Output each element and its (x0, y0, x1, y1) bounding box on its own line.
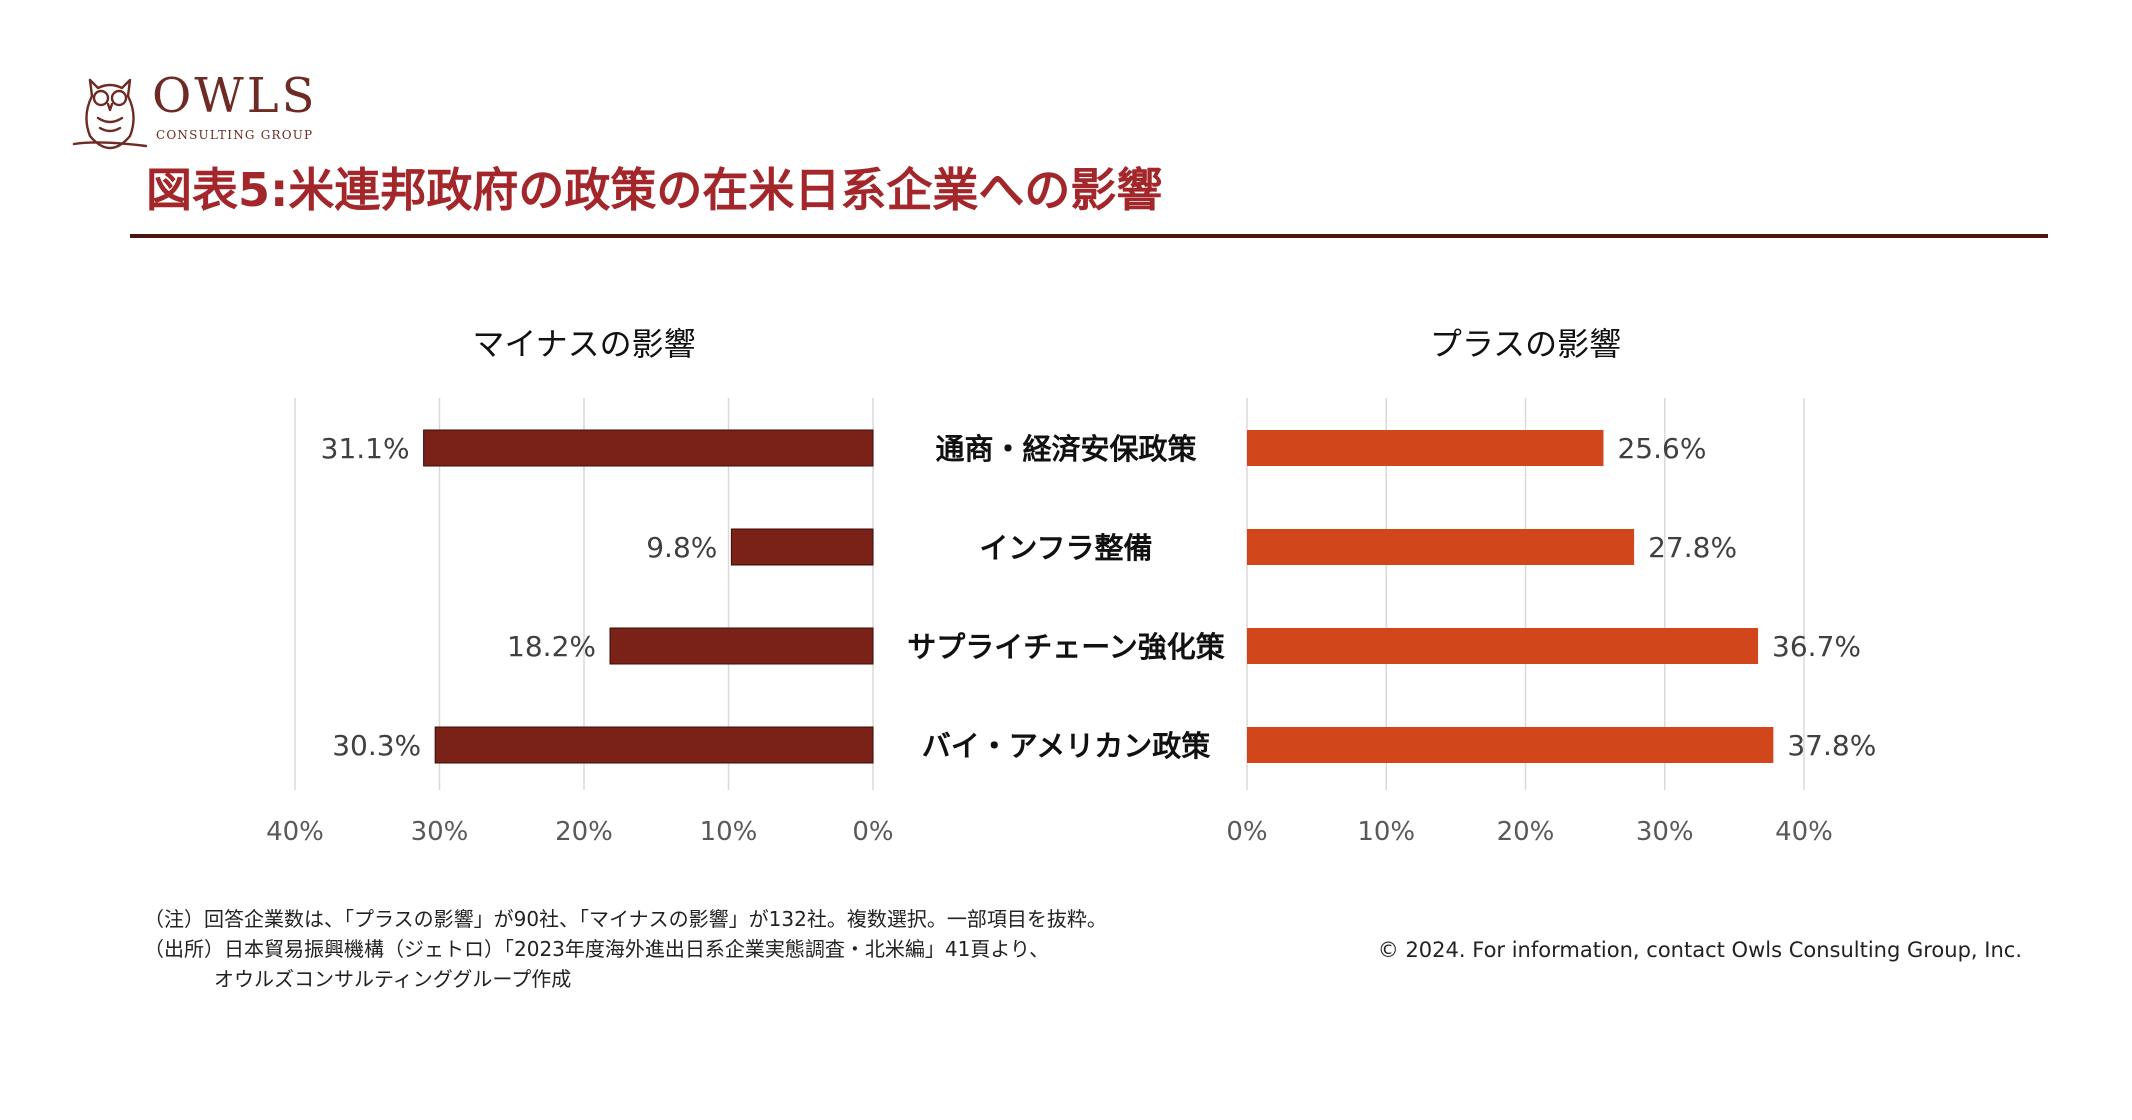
positive-bar (1247, 529, 1635, 565)
positive-bar (1247, 430, 1604, 466)
negative-bar-label: 18.2% (507, 630, 596, 663)
right-tick-label: 40% (1775, 817, 1833, 847)
category-label: インフラ整備 (979, 531, 1152, 565)
left-tick-label: 40% (266, 817, 324, 847)
negative-bar-label: 9.8% (646, 531, 717, 564)
negative-bar (423, 429, 874, 467)
category-label: 通商・経済安保政策 (935, 432, 1197, 466)
logo-subtitle: CONSULTING GROUP (156, 128, 314, 142)
right-tick-label: 0% (1226, 817, 1267, 847)
bar-chart: 40% 30% 20% 10% 0% 0% 10% 20% 30% 40% マイナスの影響 プラスの影… (266, 325, 1876, 847)
left-tick-label: 30% (411, 817, 469, 847)
positive-bar-label: 36.7% (1772, 630, 1861, 663)
note-line-3: オウルズコンサルティンググループ作成 (214, 967, 572, 991)
left-tick-label: 0% (852, 817, 893, 847)
negative-bar (434, 726, 874, 764)
positive-bar-label: 37.8% (1787, 729, 1876, 762)
category-label: サプライチェーン強化策 (907, 630, 1226, 664)
note-line-1: （注）回答企業数は、「プラスの影響」が90社、「マイナスの影響」が132社。複数… (144, 907, 1107, 931)
positive-bar (1247, 628, 1759, 664)
left-panel-title: マイナスの影響 (472, 325, 695, 363)
right-tick-label: 10% (1357, 817, 1415, 847)
negative-bar-label: 30.3% (332, 729, 421, 762)
positive-bar (1247, 727, 1774, 763)
positive-bar-label: 25.6% (1617, 432, 1706, 465)
logo-name: OWLS (152, 68, 318, 124)
right-tick-label: 30% (1636, 817, 1694, 847)
negative-bar (609, 627, 874, 665)
left-tick-label: 10% (700, 817, 758, 847)
copyright-text: © 2024. For information, contact Owls Co… (1377, 938, 2022, 962)
negative-bar (730, 528, 874, 566)
owl-icon (72, 78, 148, 150)
company-logo: OWLS CONSULTING GROUP (68, 66, 338, 152)
title-divider (130, 234, 2048, 238)
page-title: 図表5:米連邦政府の政策の在米日系企業への影響 (146, 163, 1163, 217)
note-line-2: （出所）日本貿易振興機構（ジェトロ）「2023年度海外進出日系企業実態調査・北米… (144, 937, 1050, 961)
category-label: バイ・アメリカン政策 (922, 729, 1212, 763)
positive-bar-label: 27.8% (1648, 531, 1737, 564)
right-tick-label: 20% (1497, 817, 1555, 847)
right-panel-title: プラスの影響 (1430, 325, 1621, 363)
left-tick-label: 20% (555, 817, 613, 847)
negative-bar-label: 31.1% (321, 432, 410, 465)
